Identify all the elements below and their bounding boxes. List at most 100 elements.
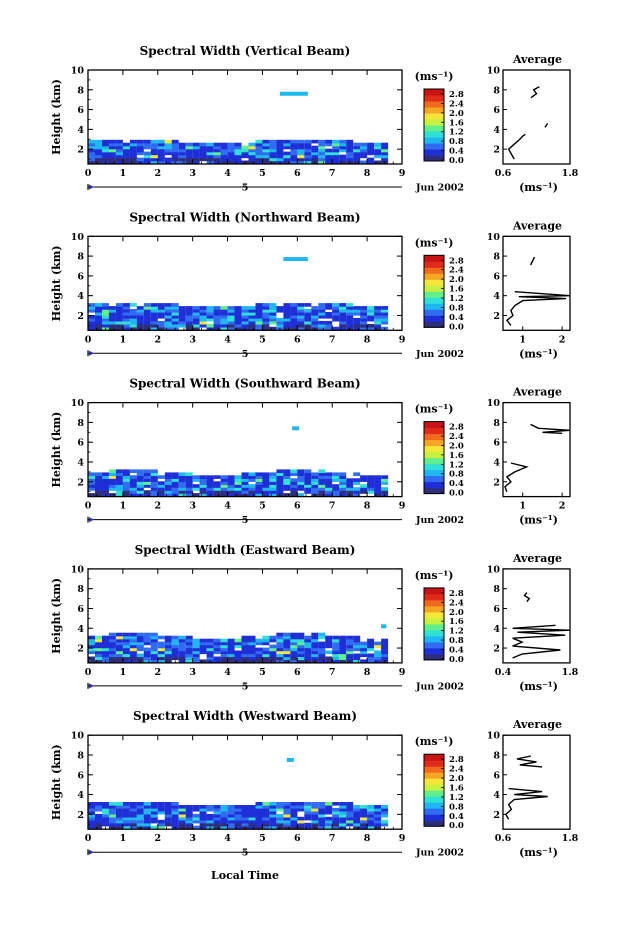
heatmap-cell (367, 475, 375, 479)
heatmap-cell (206, 653, 214, 658)
heatmap-cell (220, 656, 228, 661)
heatmap-cell (129, 825, 137, 830)
heatmap-cell (269, 478, 277, 482)
heatmap-cell (178, 825, 186, 830)
heatmap-cell (102, 487, 109, 491)
heatmap-cell (122, 478, 130, 482)
heatmap-cell (304, 154, 312, 159)
heatmap-feature (292, 426, 300, 431)
heatmap-cell (248, 825, 256, 830)
heatmap-cell (269, 819, 277, 824)
heatmap-cell (255, 154, 263, 159)
heatmap-cell (122, 805, 130, 809)
heatmap-cell (157, 641, 165, 646)
heatmap-cell (381, 151, 389, 156)
heatmap-cell (374, 493, 382, 497)
heatmap-cell (150, 641, 158, 646)
heatmap-cell (241, 481, 249, 485)
heatmap-cell (178, 309, 186, 313)
heatmap-cell (290, 315, 298, 319)
heatmap-cell (297, 478, 305, 482)
heatmap-cell (318, 142, 326, 147)
heatmap-cell (220, 148, 228, 153)
heatmap-cell (95, 635, 102, 640)
heatmap-cell (283, 323, 291, 328)
heatmap-cell (213, 154, 221, 159)
heatmap-cell (150, 303, 158, 307)
heatmap-cell (311, 656, 319, 661)
average-y-tick-label: 8 (493, 418, 500, 429)
heatmap-cell (143, 816, 151, 821)
heatmap-cell (262, 472, 270, 476)
heatmap-cell (122, 306, 130, 310)
heatmap-cell (164, 317, 172, 322)
colorbar-swatch (424, 760, 444, 767)
heatmap-cell (213, 490, 221, 494)
heatmap-cell (262, 635, 270, 640)
heatmap-cell (185, 653, 193, 658)
heatmap-cell (143, 813, 151, 818)
heatmap-cell (108, 650, 116, 655)
heatmap-cell (129, 805, 137, 809)
heatmap-cell (381, 644, 389, 649)
heatmap-cell (262, 315, 270, 319)
heatmap-cell (262, 493, 270, 497)
heatmap-cell (115, 807, 123, 812)
heatmap-cell (115, 139, 123, 144)
heatmap-cell (234, 323, 242, 328)
x-tick-label: 2 (154, 501, 161, 512)
heatmap-cell (304, 487, 312, 491)
heatmap-cell (367, 819, 375, 824)
heatmap-cell (332, 472, 340, 476)
heatmap-cell (241, 475, 249, 479)
y-tick-label: 10 (71, 398, 85, 409)
heatmap-cell (129, 478, 137, 482)
heatmap-cell (115, 472, 123, 476)
heatmap-cell (339, 493, 347, 497)
heatmap-cell (283, 650, 291, 655)
average-y-tick-label: 6 (493, 770, 500, 781)
heatmap-cell (95, 647, 102, 652)
heatmap-cell (339, 807, 347, 812)
heatmap-cell (262, 320, 270, 325)
heatmap-cell (108, 819, 116, 824)
heatmap-cell (122, 644, 130, 649)
heatmap-cell (102, 816, 109, 821)
heatmap-cell (88, 145, 95, 150)
day-label: 5 (242, 848, 249, 859)
heatmap-cell (95, 317, 102, 322)
heatmap-cell (227, 478, 235, 482)
heatmap-cell (213, 641, 221, 646)
heatmap-cell (353, 145, 361, 150)
heatmap-cell (192, 160, 200, 165)
heatmap-cell (248, 484, 256, 488)
heatmap-cell (318, 326, 326, 331)
heatmap-cell (269, 825, 277, 830)
heatmap-cell (325, 472, 333, 476)
heatmap-cell (248, 148, 256, 153)
heatmap-cell (290, 317, 298, 322)
heatmap-cell (95, 481, 102, 485)
heatmap-cell (150, 151, 158, 156)
heatmap-cell (192, 656, 200, 661)
heatmap-cell (297, 303, 305, 307)
heatmap-cell (157, 139, 165, 144)
heatmap-cell (297, 151, 305, 156)
heatmap-cell (283, 317, 291, 322)
heatmap-cell (185, 312, 193, 316)
heatmap-cell (381, 475, 389, 479)
heatmap-cell (171, 309, 179, 313)
heatmap-cell (346, 148, 354, 153)
heatmap-cell (88, 320, 95, 325)
heatmap-cell (122, 825, 130, 830)
heatmap-cell (115, 142, 123, 147)
heatmap-cell (269, 142, 277, 147)
heatmap-cell (374, 315, 382, 319)
heatmap-cell (129, 320, 137, 325)
heatmap-cell (185, 484, 193, 488)
colorbar-tick-label: 2.8 (449, 589, 464, 599)
heatmap-cell (297, 650, 305, 655)
heatmap-cell (234, 309, 242, 313)
average-profile-segment (544, 122, 549, 128)
heatmap-cell (297, 154, 305, 159)
